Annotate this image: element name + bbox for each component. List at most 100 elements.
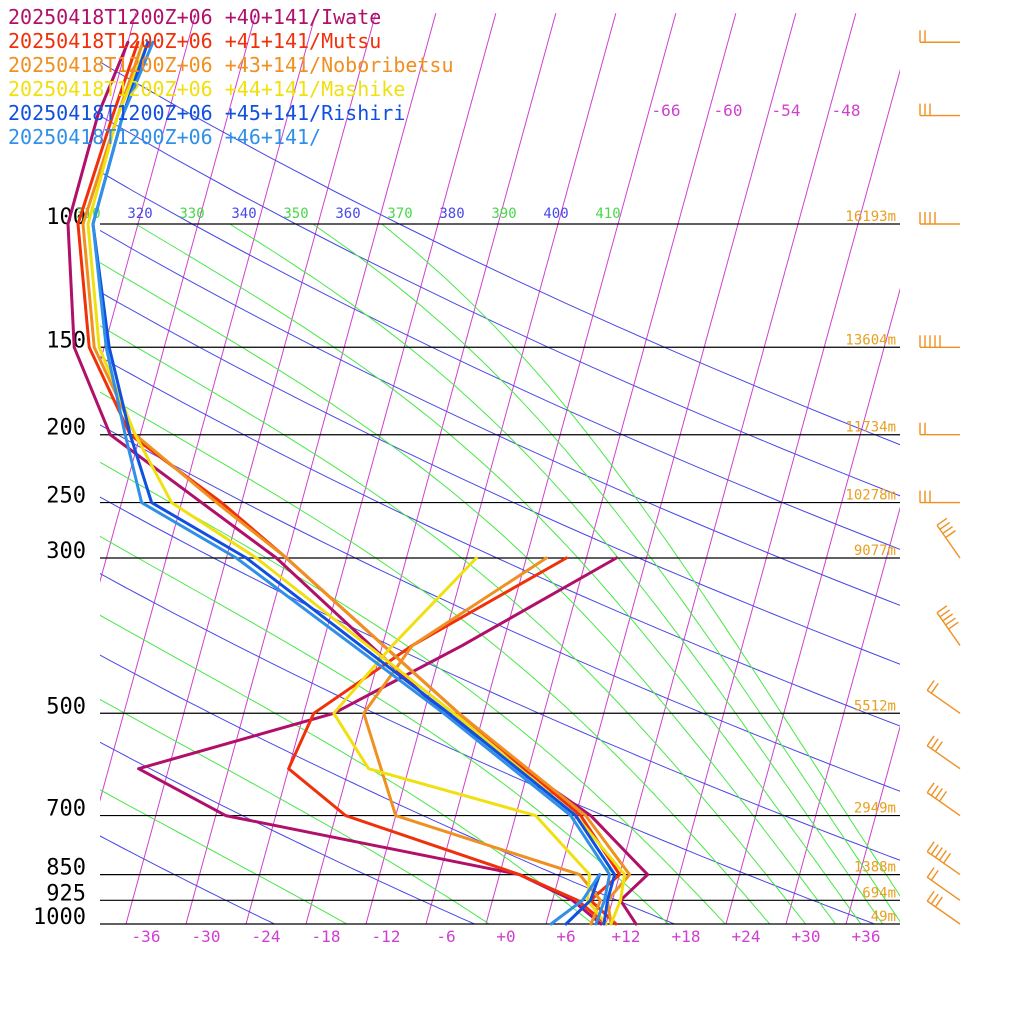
isotherm-line — [245, 13, 497, 924]
sounding-temperature-line — [81, 40, 632, 926]
wind-barb — [926, 890, 961, 925]
dry-adiabat-line — [100, 654, 676, 924]
theta-labels: 310 320 330 340 350 360 370 380 390 400 410 — [75, 206, 620, 222]
theta-label: 360 — [335, 206, 360, 222]
temperature-tick-label: +0 — [496, 927, 515, 946]
wind-barb — [936, 517, 961, 559]
pressure-label: 250 — [46, 484, 86, 509]
pressure-label: 850 — [46, 856, 86, 881]
isotherm-line — [0, 13, 16, 924]
sounding-temperature-line — [91, 40, 612, 926]
height-label: 49m — [871, 909, 896, 925]
isotherm-line — [785, 506, 900, 924]
upper-isotherm-label: -60 — [714, 101, 743, 120]
upper-isotherm-label: -48 — [832, 101, 861, 120]
temperature-tick-label: +12 — [612, 927, 641, 946]
height-label: 1388m — [854, 860, 896, 876]
dry-adiabat-line — [100, 115, 900, 497]
upper-isotherm-labels: -66 -60 -54 -48 — [652, 101, 861, 120]
pressure-label: 500 — [46, 694, 86, 719]
wind-barb — [919, 212, 960, 225]
theta-label: 320 — [127, 206, 152, 222]
temperature-tick-label: -36 — [132, 927, 161, 946]
legend-entry: 20250418T1200Z+06 +41+141/Mutsu — [8, 29, 381, 53]
dry-adiabat-line — [100, 356, 900, 727]
temperature-tick-label: -30 — [192, 927, 221, 946]
sounding-dewpoint-line — [549, 873, 602, 926]
sounding-profiles — [66, 40, 650, 926]
theta-label: 330 — [179, 206, 204, 222]
wind-barb — [926, 782, 961, 817]
height-label: 16193m — [845, 209, 896, 225]
pressure-label: 925 — [46, 881, 86, 906]
isotherm-lines — [0, 13, 900, 924]
isotherm-line — [665, 68, 900, 924]
theta-label: 340 — [231, 206, 256, 222]
legend-entry: 20250418T1200Z+06 +44+141/Mashike — [8, 77, 405, 101]
theta-label: 380 — [439, 206, 464, 222]
height-label: 13604m — [845, 332, 896, 348]
wind-barb — [926, 841, 961, 876]
temperature-tick-label: -24 — [252, 927, 281, 946]
wind-barbs — [919, 30, 961, 925]
temperature-tick-label: -18 — [312, 927, 341, 946]
wind-barb — [919, 422, 960, 436]
dry-adiabat-line — [100, 741, 476, 924]
sounding-dewpoint-line — [564, 873, 602, 926]
pressure-label: 1000 — [33, 905, 86, 930]
wind-barb — [919, 335, 960, 348]
legend-entry: 20250418T1200Z+06 +43+141/Noboribetsu — [8, 53, 454, 77]
dry-adiabat-line — [100, 291, 900, 665]
moist-adiabat-line — [100, 698, 491, 924]
moist-adiabat-line — [100, 262, 837, 924]
isotherm-line — [485, 13, 737, 924]
isotherm-line — [725, 287, 900, 924]
isotherm-line — [100, 13, 137, 146]
isotherm-line — [100, 13, 197, 365]
moist-adiabat-line — [100, 789, 348, 924]
sounding-dewpoint-line — [362, 556, 602, 926]
temperature-tick-label: +24 — [732, 927, 761, 946]
legend-entry: 20250418T1200Z+06 +45+141/Rishiri — [8, 101, 405, 125]
isotherm-line — [305, 13, 557, 924]
wind-barb — [926, 735, 961, 770]
isotherm-line — [545, 13, 797, 924]
sounding-temperature-line — [66, 40, 650, 926]
temperature-tick-label: +18 — [672, 927, 701, 946]
moist-adiabat-line — [312, 223, 900, 923]
legend: 20250418T1200Z+06 +40+141/Iwate20250418T… — [8, 5, 454, 149]
moist-adiabat-line — [100, 325, 807, 924]
wind-barb — [936, 605, 961, 646]
temperature-tick-label: -6 — [436, 927, 455, 946]
dry-adiabat-line — [100, 835, 276, 924]
temperature-tick-label: +30 — [792, 927, 821, 946]
moist-adiabat-line — [381, 223, 900, 897]
pressure-label: 300 — [46, 539, 86, 564]
wind-barb — [926, 680, 961, 714]
pressure-label: 700 — [46, 797, 86, 822]
height-label: 694m — [862, 885, 896, 901]
temperature-tick-label: +36 — [852, 927, 881, 946]
dry-adiabat-line — [100, 171, 900, 550]
sounding-temperature-line — [86, 40, 627, 926]
wind-barb — [919, 490, 960, 504]
height-label: 10278m — [845, 488, 896, 504]
height-label: 9077m — [854, 543, 896, 559]
theta-label: 410 — [595, 206, 620, 222]
moist-adiabat-line — [135, 223, 862, 924]
wind-barb — [926, 867, 961, 901]
legend-entry: 20250418T1200Z+06 +46+141/ — [8, 125, 321, 149]
theta-label: 370 — [387, 206, 412, 222]
isotherm-line — [100, 13, 317, 802]
isotherm-line — [425, 13, 677, 924]
isotherm-line — [0, 13, 76, 924]
isotherm-line — [100, 13, 257, 584]
legend-entry: 20250418T1200Z+06 +40+141/Iwate — [8, 5, 381, 29]
sounding-temperature-line — [76, 40, 622, 926]
temperature-tick-label: -12 — [372, 927, 401, 946]
moist-adiabat-lines — [100, 223, 900, 924]
dry-adiabat-line — [100, 496, 900, 861]
theta-label: 400 — [543, 206, 568, 222]
